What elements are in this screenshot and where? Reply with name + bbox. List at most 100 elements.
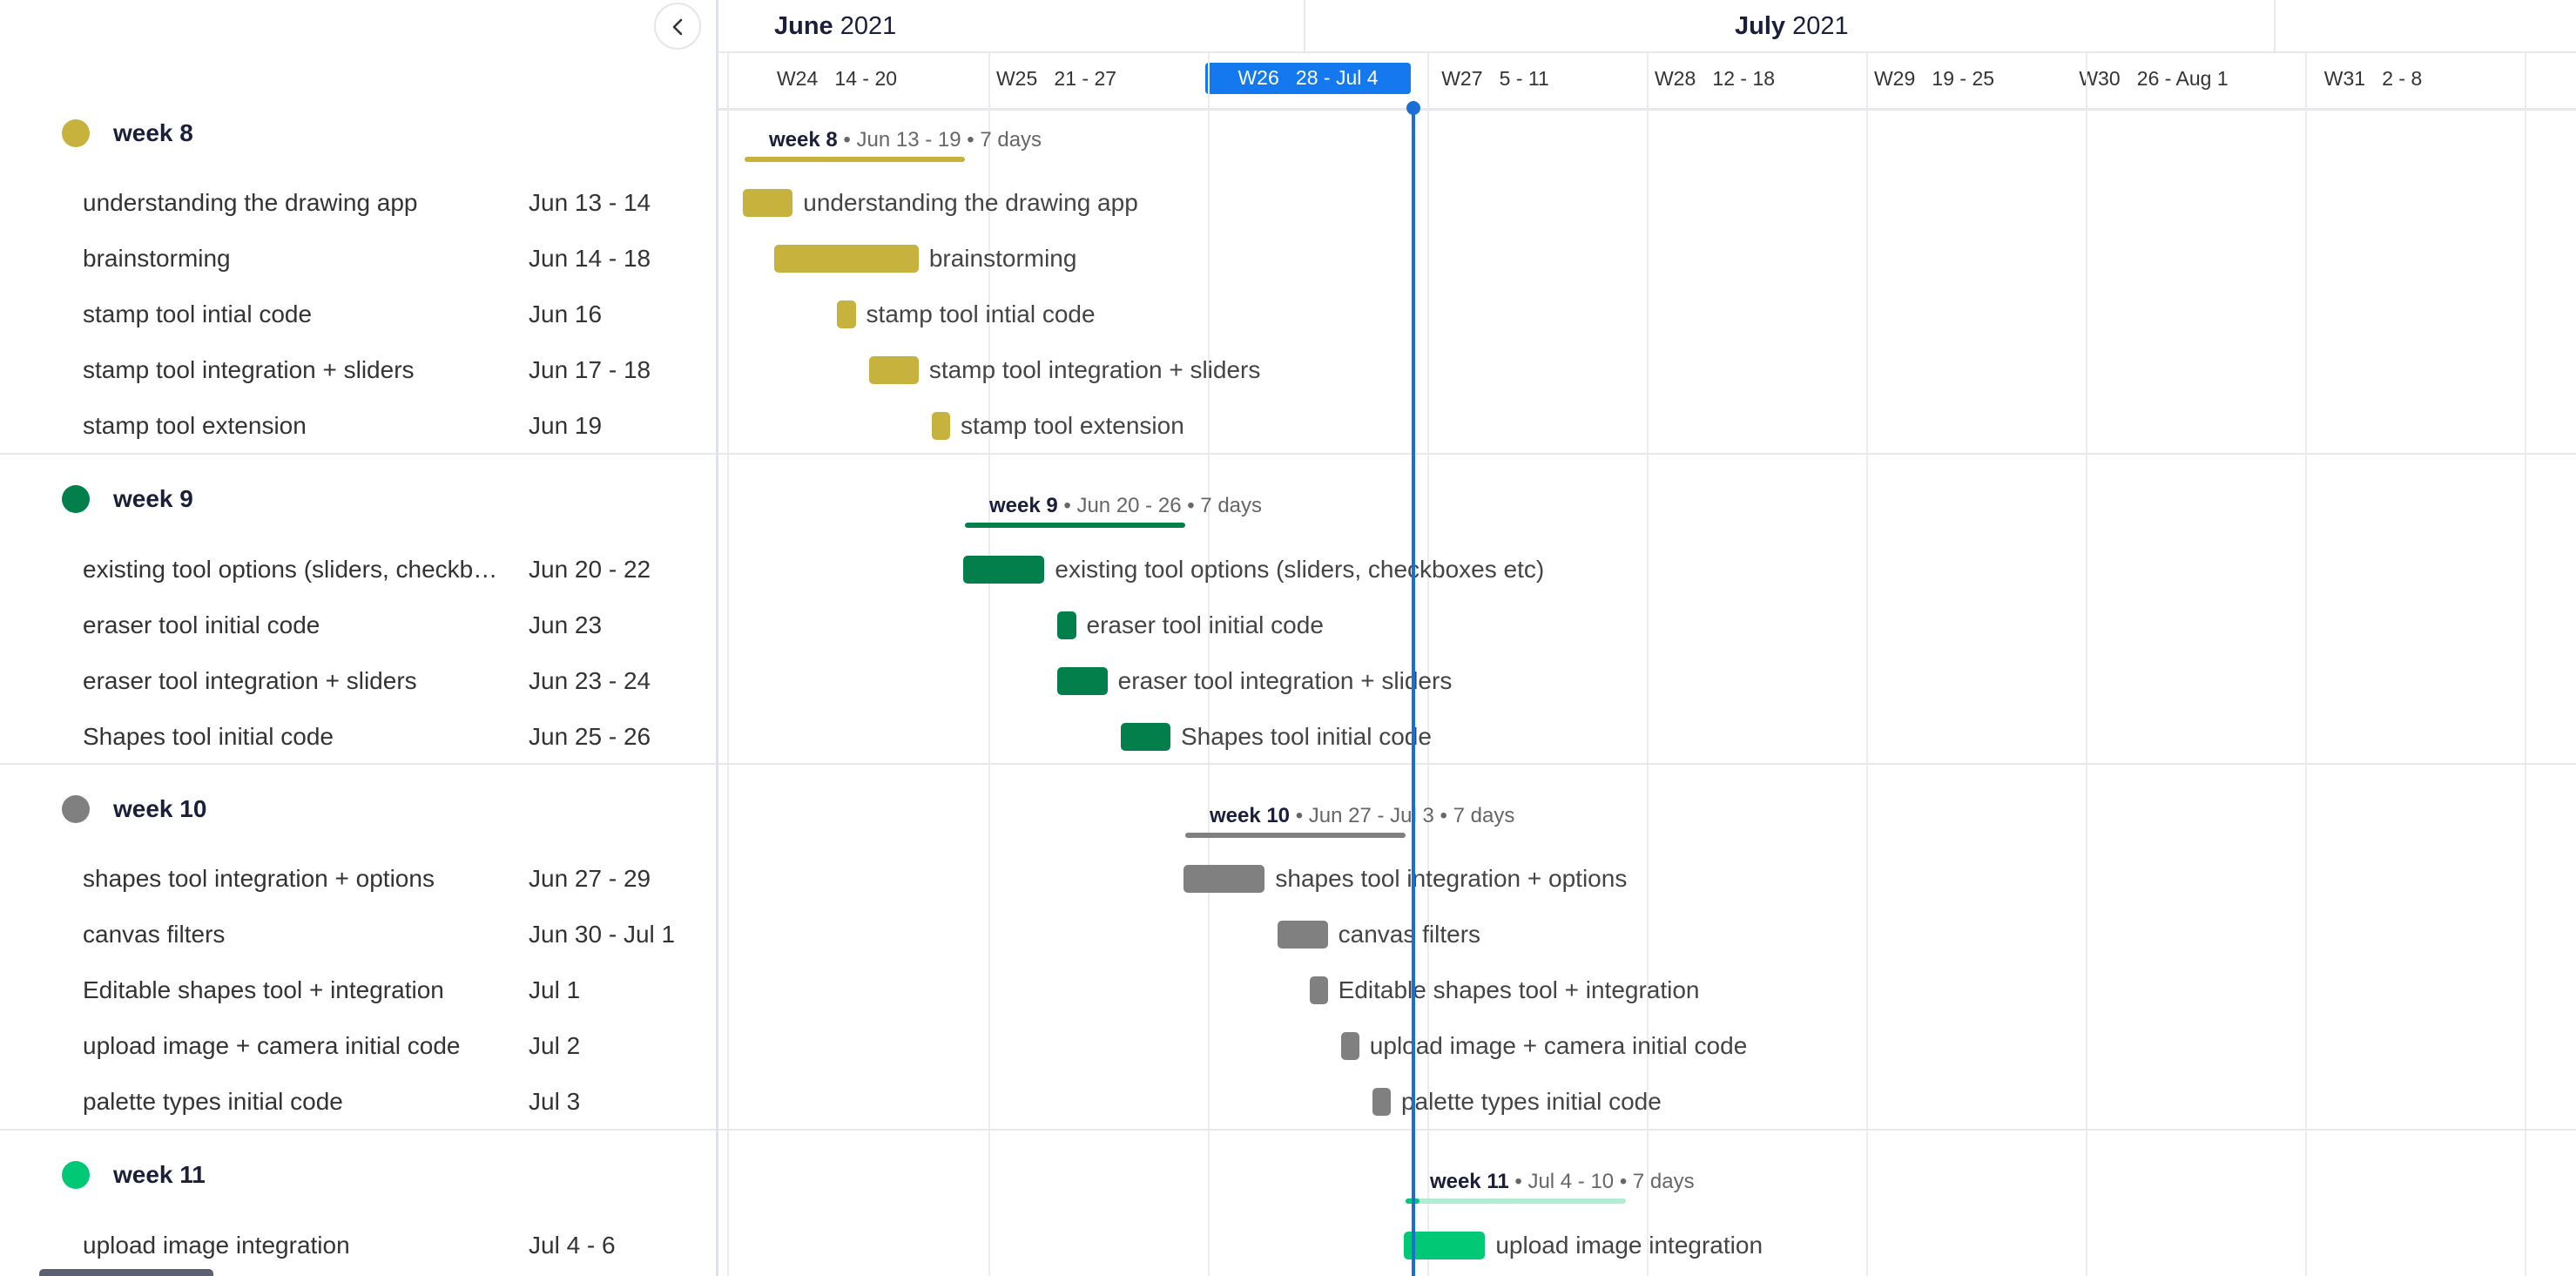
task-bar[interactable] [868,356,919,384]
group-title: week 8 [113,119,193,146]
task-bar[interactable] [1057,667,1108,695]
task-bar[interactable] [1403,1232,1486,1259]
task-row[interactable]: stamp tool extension Jun 19 [0,398,716,454]
panel-divider[interactable] [716,0,718,1276]
week-gridline [727,111,729,1276]
week-number: W28 [1654,67,1696,90]
week-gridline [1866,111,1868,1276]
month-header: June 2021 July 2021 [718,0,2576,53]
group-color-dot[interactable] [62,485,90,513]
task-dates: Jun 20 - 22 [529,556,651,583]
task-name: upload image integration [83,1232,350,1259]
task-name: Shapes tool initial code [83,723,334,750]
task-bar[interactable] [962,556,1045,584]
group-header[interactable]: week 10 [0,782,716,836]
week-column-w29[interactable]: W29 19 - 25 [1842,64,2026,93]
week-range: 14 - 20 [834,67,898,90]
group-separator [718,1129,2576,1131]
task-row[interactable]: shapes tool integration + options Jun 27 … [0,851,716,907]
task-row[interactable]: brainstorming Jun 14 - 18 [0,231,716,287]
task-dates: Jul 1 [529,976,581,1003]
task-dates: Jul 3 [529,1088,581,1115]
week-column-w27[interactable]: W27 5 - 11 [1403,64,1588,93]
week-column-w24[interactable]: W24 14 - 20 [745,64,929,93]
task-name: canvas filters [83,921,226,948]
group-header[interactable]: week 11 [0,1148,716,1202]
task-bar[interactable] [1278,921,1328,949]
task-name: stamp tool extension [83,412,307,439]
week-column-w26[interactable]: W26 28 - Jul 4 [1205,63,1411,94]
task-bar[interactable] [1309,976,1328,1004]
task-row[interactable]: stamp tool intial code Jun 16 [0,287,716,342]
week-header-divider [988,53,990,111]
today-marker-dot [1406,101,1420,115]
week-header-divider [1427,53,1429,111]
week-column-w25[interactable]: W25 21 - 27 [964,64,1149,93]
summary-range: Jun 27 - Jul 3 [1308,804,1434,827]
task-bar[interactable] [1057,611,1076,639]
task-dates: Jun 30 - Jul 1 [529,921,676,948]
task-bar-label: Shapes tool initial code [1180,723,1432,750]
group-color-dot[interactable] [62,795,90,823]
month-year: 2021 [840,12,897,40]
task-dates: Jun 17 - 18 [529,356,651,383]
collapse-panel-button[interactable] [654,3,701,50]
task-row[interactable]: eraser tool integration + sliders Jun 23 … [0,653,716,709]
summary-group-name: week 11 [1429,1170,1509,1193]
task-row[interactable]: palette types initial code Jul 3 [0,1074,716,1130]
task-list-panel: week 8 understanding the drawing app Jun 1… [0,0,716,1276]
task-dates: Jul 2 [529,1032,581,1059]
today-marker-line [1412,108,1415,1276]
task-dates: Jun 19 [529,412,603,439]
task-row[interactable]: upload image + camera initial code Jul 2 [0,1018,716,1074]
task-dates: Jun 23 - 24 [529,667,651,694]
task-bar[interactable] [837,300,856,328]
scrollbar-thumb[interactable] [39,1269,213,1276]
task-dates: Jun 16 [529,300,603,327]
task-bar-label: eraser tool initial code [1086,611,1324,638]
task-bar-label: stamp tool extension [960,412,1184,439]
task-bar[interactable] [1183,865,1265,893]
group-color-dot[interactable] [62,1161,90,1189]
task-bar-label: brainstorming [928,245,1077,272]
task-row[interactable]: existing tool options (sliders, checkbox… [0,542,716,597]
week-range: 2 - 8 [2382,67,2423,90]
task-bar-label: canvas filters [1338,921,1481,948]
task-row[interactable]: upload image integration Jul 4 - 6 [0,1218,716,1273]
task-dates: Jun 23 [529,611,603,638]
week-column-w28[interactable]: W28 12 - 18 [1622,64,1807,93]
week-column-w30[interactable]: W30 26 - Aug 1 [2061,64,2246,93]
week-gridline [988,111,990,1276]
task-row[interactable]: stamp tool integration + sliders Jun 17 -… [0,342,716,398]
task-bar[interactable] [1120,723,1170,751]
week-gridline [1427,111,1429,1276]
task-bar-label: Editable shapes tool + integration [1338,976,1700,1003]
group-summary-bar [1184,833,1406,838]
task-row[interactable]: eraser tool initial code Jun 23 [0,597,716,653]
task-row[interactable]: canvas filters Jun 30 - Jul 1 [0,907,716,962]
week-range: 12 - 18 [1712,67,1776,90]
task-row[interactable]: Editable shapes tool + integration Jul 1 [0,962,716,1018]
task-bar[interactable] [743,189,793,217]
group-header[interactable]: week 9 [0,472,716,526]
task-bar[interactable] [931,412,950,440]
task-bar[interactable] [1340,1032,1359,1060]
week-header-divider [2305,53,2307,111]
week-column-w31[interactable]: W31 2 - 8 [2281,64,2465,93]
summary-duration: 7 days [1453,804,1515,827]
group-header[interactable]: week 8 [0,106,716,160]
task-name: palette types initial code [83,1088,343,1115]
week-header-divider [2525,53,2526,111]
week-gridline [1647,111,1649,1276]
task-bar-label: existing tool options (sliders, checkbox… [1055,556,1545,583]
task-bar[interactable] [774,245,919,273]
task-name: eraser tool initial code [83,611,320,638]
group-color-dot[interactable] [62,119,90,147]
task-row[interactable]: understanding the drawing app Jun 13 - 14 [0,175,716,231]
week-range: 19 - 25 [1932,67,1995,90]
summary-duration: 7 days [1200,494,1263,517]
task-bar[interactable] [1372,1088,1391,1116]
task-row[interactable]: Shapes tool initial code Jun 25 - 26 [0,709,716,765]
week-number: W29 [1873,67,1916,90]
group-separator [0,763,716,765]
